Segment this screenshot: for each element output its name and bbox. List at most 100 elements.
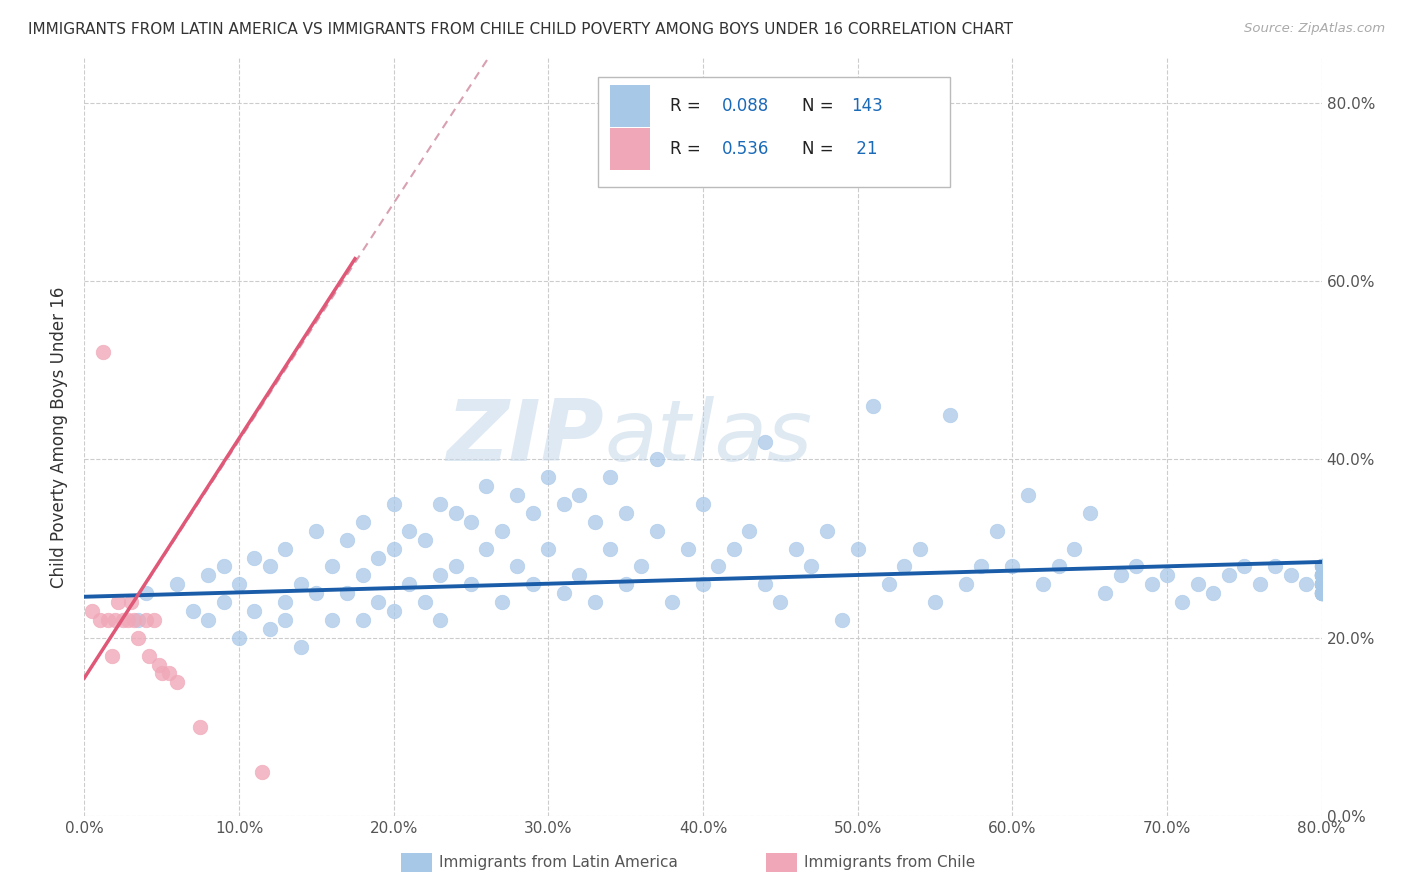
- Point: [150, 666, 173, 681]
- Point: [1094, 586, 1116, 600]
- Point: [491, 524, 513, 538]
- Point: [143, 613, 166, 627]
- Point: [1125, 559, 1147, 574]
- Point: [135, 613, 157, 627]
- Point: [274, 541, 297, 556]
- Point: [692, 577, 714, 591]
- Point: [506, 488, 529, 502]
- Point: [188, 720, 211, 734]
- Point: [367, 595, 389, 609]
- Point: [1171, 595, 1194, 609]
- Point: [986, 524, 1008, 538]
- Point: [127, 613, 149, 627]
- Text: R =: R =: [669, 96, 706, 115]
- Point: [583, 515, 606, 529]
- Point: [89, 613, 111, 627]
- Point: [367, 550, 389, 565]
- Point: [1310, 577, 1333, 591]
- Point: [955, 577, 977, 591]
- Point: [104, 613, 127, 627]
- Point: [1279, 568, 1302, 582]
- Text: ZIP: ZIP: [446, 395, 605, 479]
- Point: [583, 595, 606, 609]
- Point: [250, 764, 273, 779]
- Point: [1310, 568, 1333, 582]
- Point: [122, 613, 145, 627]
- Text: atlas: atlas: [605, 395, 813, 479]
- Point: [537, 541, 560, 556]
- Point: [212, 559, 235, 574]
- Point: [228, 577, 250, 591]
- Point: [908, 541, 931, 556]
- Point: [1109, 568, 1132, 582]
- Point: [692, 497, 714, 511]
- Point: [1310, 568, 1333, 582]
- Bar: [610, 128, 650, 170]
- Point: [553, 497, 575, 511]
- Point: [1310, 568, 1333, 582]
- Point: [1310, 559, 1333, 574]
- Point: [138, 648, 160, 663]
- Point: [398, 577, 420, 591]
- Point: [101, 648, 124, 663]
- Point: [1202, 586, 1225, 600]
- Point: [321, 559, 343, 574]
- Point: [506, 559, 529, 574]
- Point: [1310, 577, 1333, 591]
- Point: [352, 613, 374, 627]
- Point: [444, 506, 467, 520]
- Point: [107, 595, 129, 609]
- Point: [413, 533, 436, 547]
- Point: [1310, 577, 1333, 591]
- Point: [1310, 577, 1333, 591]
- Point: [166, 577, 188, 591]
- Point: [1249, 577, 1271, 591]
- Point: [522, 506, 544, 520]
- Text: IMMIGRANTS FROM LATIN AMERICA VS IMMIGRANTS FROM CHILE CHILD POVERTY AMONG BOYS : IMMIGRANTS FROM LATIN AMERICA VS IMMIGRA…: [28, 22, 1014, 37]
- Point: [537, 470, 560, 484]
- Point: [862, 399, 884, 413]
- Point: [877, 577, 900, 591]
- Point: [676, 541, 699, 556]
- Point: [166, 675, 188, 690]
- Point: [1310, 577, 1333, 591]
- Text: Source: ZipAtlas.com: Source: ZipAtlas.com: [1244, 22, 1385, 36]
- Point: [815, 524, 838, 538]
- Point: [1310, 586, 1333, 600]
- Point: [1233, 559, 1256, 574]
- Point: [181, 604, 204, 618]
- Point: [290, 577, 312, 591]
- Point: [336, 533, 359, 547]
- Point: [96, 613, 118, 627]
- Point: [382, 541, 405, 556]
- Point: [599, 541, 621, 556]
- Point: [738, 524, 761, 538]
- Point: [1295, 577, 1317, 591]
- Point: [661, 595, 683, 609]
- Point: [197, 568, 219, 582]
- Point: [429, 613, 451, 627]
- Point: [413, 595, 436, 609]
- Point: [491, 595, 513, 609]
- Point: [800, 559, 823, 574]
- Text: N =: N =: [801, 96, 839, 115]
- Text: R =: R =: [669, 140, 706, 158]
- Y-axis label: Child Poverty Among Boys Under 16: Child Poverty Among Boys Under 16: [51, 286, 69, 588]
- Point: [274, 595, 297, 609]
- Point: [599, 470, 621, 484]
- Text: Immigrants from Latin America: Immigrants from Latin America: [439, 855, 678, 870]
- Point: [553, 586, 575, 600]
- Point: [135, 586, 157, 600]
- Point: [846, 541, 869, 556]
- Point: [212, 595, 235, 609]
- Point: [1310, 577, 1333, 591]
- Point: [1310, 568, 1333, 582]
- Point: [117, 613, 139, 627]
- Point: [1001, 559, 1024, 574]
- Point: [614, 577, 637, 591]
- Bar: [610, 86, 650, 127]
- Point: [1264, 559, 1286, 574]
- Point: [1310, 577, 1333, 591]
- Point: [321, 613, 343, 627]
- Point: [352, 568, 374, 582]
